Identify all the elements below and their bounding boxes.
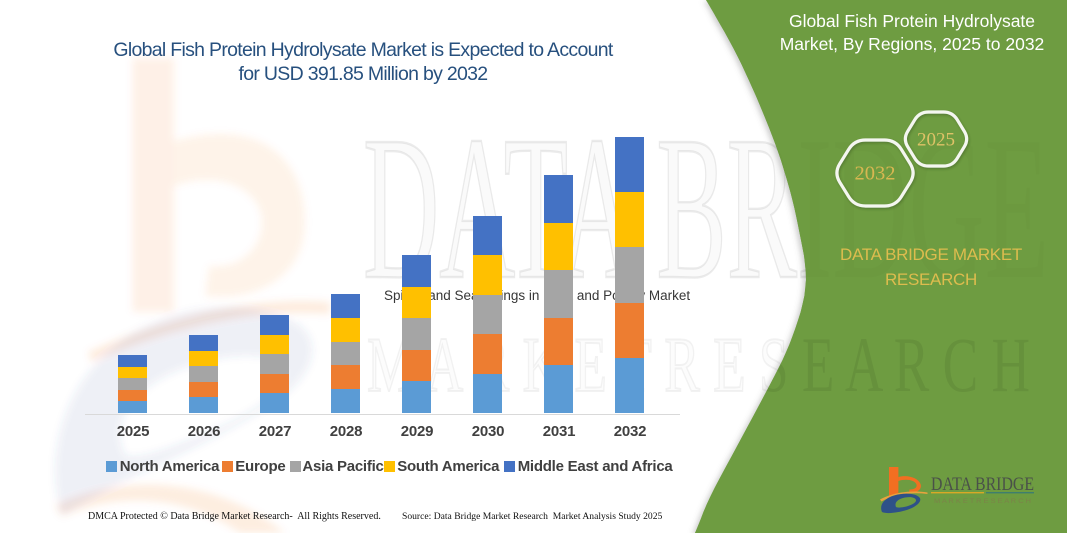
svg-text:2025: 2025	[917, 130, 955, 151]
svg-text:DATA BRIDGE: DATA BRIDGE	[931, 474, 1034, 495]
svg-text:M A R K E T R E S E A R C H: M A R K E T R E S E A R C H	[934, 498, 1031, 505]
svg-text:2032: 2032	[855, 163, 896, 185]
